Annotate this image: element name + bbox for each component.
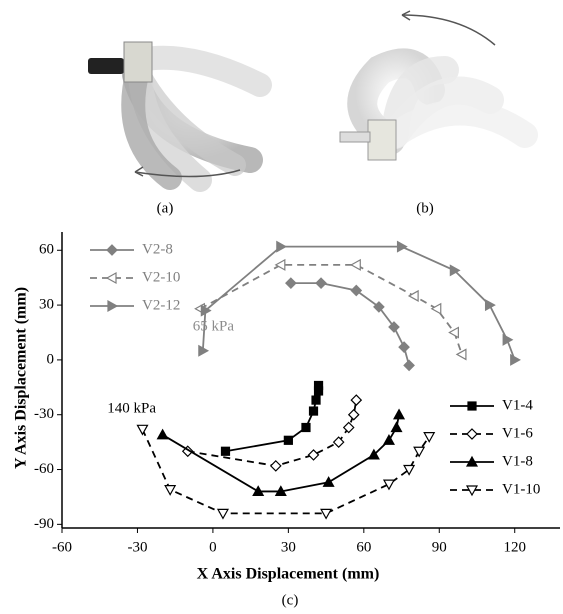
marker — [342, 421, 355, 434]
y-tick-label: -30 — [34, 406, 54, 422]
marker — [398, 341, 410, 353]
marker — [164, 485, 177, 496]
marker — [322, 476, 335, 487]
legend-label: V1-4 — [502, 397, 533, 413]
x-tick-label: 0 — [209, 539, 217, 555]
x-tick-label: 60 — [356, 539, 371, 555]
series-line — [199, 263, 463, 355]
annotation: 140 kPa — [107, 401, 156, 417]
marker — [320, 508, 333, 520]
panel-label: (a) — [157, 200, 174, 216]
y-tick-label: -60 — [34, 461, 54, 477]
marker — [407, 289, 419, 302]
marker — [449, 264, 461, 277]
marker — [390, 421, 403, 433]
legend-label: V1-10 — [502, 481, 540, 497]
marker — [403, 359, 415, 372]
legend-label: V1-8 — [502, 453, 533, 469]
series-line — [187, 399, 358, 467]
x-tick-label: 90 — [432, 539, 447, 555]
marker — [430, 302, 442, 315]
legend-marker — [107, 299, 119, 313]
marker — [350, 258, 361, 271]
series-line — [162, 414, 400, 493]
y-tick-label: 30 — [39, 297, 54, 313]
series-line — [201, 245, 516, 361]
marker — [198, 344, 210, 357]
marker — [502, 333, 514, 346]
legend-marker — [466, 428, 478, 440]
legend-label: V2-12 — [142, 297, 180, 313]
marker — [350, 284, 363, 297]
y-tick-label: -90 — [34, 516, 54, 532]
marker — [216, 508, 229, 520]
legend-label: V2-10 — [142, 269, 180, 285]
marker — [393, 408, 406, 420]
annotation: 65 kPa — [193, 318, 235, 334]
marker — [350, 394, 363, 406]
legend-marker — [106, 244, 118, 256]
marker — [301, 422, 311, 433]
marker — [388, 321, 400, 333]
marker — [252, 485, 265, 497]
marker — [220, 446, 231, 456]
marker — [510, 353, 521, 366]
marker — [373, 301, 385, 313]
x-tick-label: -30 — [127, 539, 147, 555]
marker — [315, 277, 327, 290]
y-axis-label: Y Axis Displacement (mm) — [13, 287, 30, 469]
marker — [484, 299, 496, 312]
legend-marker — [465, 485, 479, 497]
y-tick-label: 60 — [39, 242, 54, 258]
series-line — [225, 385, 320, 453]
photo-b — [339, 10, 538, 161]
marker — [136, 424, 149, 436]
legend-marker — [467, 401, 477, 411]
marker — [455, 348, 467, 361]
marker — [274, 485, 287, 497]
marker — [308, 406, 319, 416]
legend-marker — [105, 271, 117, 285]
marker — [283, 435, 293, 445]
marker — [285, 277, 297, 290]
x-tick-label: 30 — [281, 539, 296, 555]
x-tick-label: -60 — [52, 539, 72, 555]
marker — [403, 464, 416, 476]
photo-a — [88, 41, 272, 192]
marker — [347, 408, 360, 421]
marker — [423, 432, 436, 443]
marker — [311, 395, 321, 405]
legend-label: V2-8 — [142, 241, 173, 257]
marker — [382, 434, 395, 445]
marker — [269, 460, 282, 472]
marker — [413, 446, 426, 458]
marker — [332, 436, 345, 448]
legend-marker — [465, 455, 479, 467]
marker — [396, 240, 408, 253]
marker — [313, 380, 324, 391]
marker — [200, 304, 212, 317]
panel-label: (b) — [416, 200, 434, 216]
marker — [274, 258, 286, 271]
x-tick-label: 120 — [503, 539, 526, 555]
marker — [448, 326, 459, 339]
x-axis-label: X Axis Displacement (mm) — [197, 566, 380, 583]
legend-label: V1-6 — [502, 425, 533, 441]
marker — [156, 428, 169, 440]
y-tick-label: 0 — [47, 351, 55, 367]
marker — [276, 240, 288, 253]
marker — [367, 448, 380, 460]
marker — [307, 449, 320, 461]
panel-label: (c) — [282, 592, 299, 608]
marker — [382, 479, 395, 491]
